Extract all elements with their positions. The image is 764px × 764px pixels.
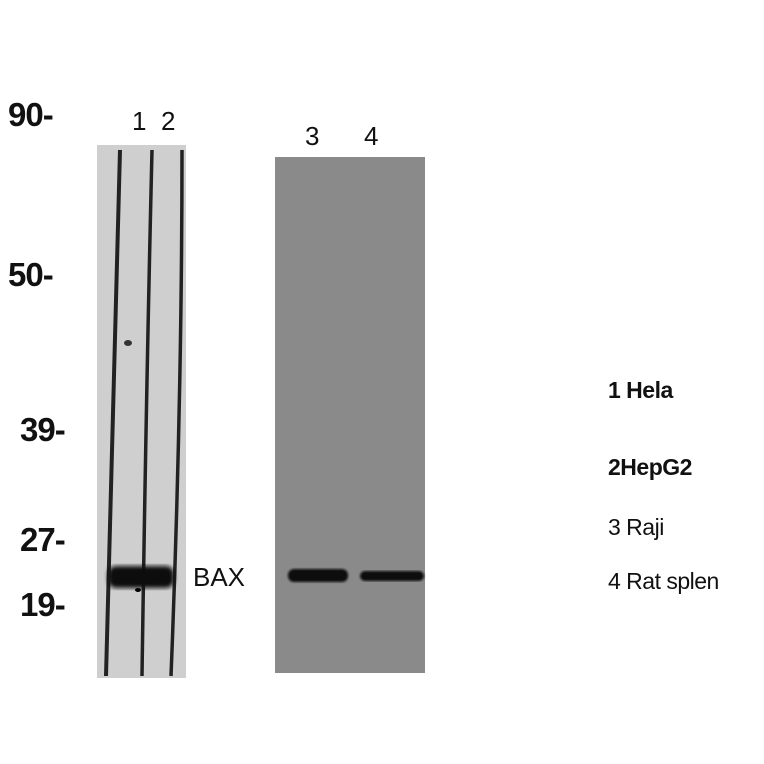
lane-label-3: 3 (305, 121, 320, 151)
marker-50: 50- (8, 256, 54, 293)
lane3-bax-band (288, 569, 348, 582)
marker-39: 39- (20, 411, 66, 448)
lane-label-1: 1 (132, 106, 147, 136)
sample-label-4: 4 Rat splen (608, 568, 719, 594)
lane4-bax-band (360, 571, 424, 581)
marker-19: 19- (20, 586, 66, 623)
artifact-spot (124, 340, 132, 346)
left-blot-membrane (97, 145, 186, 678)
lane-label-2: 2 (161, 106, 176, 136)
marker-27: 27- (20, 521, 66, 558)
marker-90: 90- (8, 96, 54, 133)
lane-divider (104, 149, 122, 677)
left-bax-band (108, 566, 174, 588)
sample-label-3: 3 Raji (608, 514, 664, 540)
lane-divider (169, 149, 184, 677)
right-blot-membrane (275, 157, 425, 673)
lane-label-4: 4 (364, 121, 379, 151)
lane-divider (140, 149, 154, 677)
band-label-bax: BAX (193, 562, 246, 592)
sample-label-2: 2HepG2 (608, 454, 692, 480)
sample-label-1: 1 Hela (608, 377, 673, 403)
